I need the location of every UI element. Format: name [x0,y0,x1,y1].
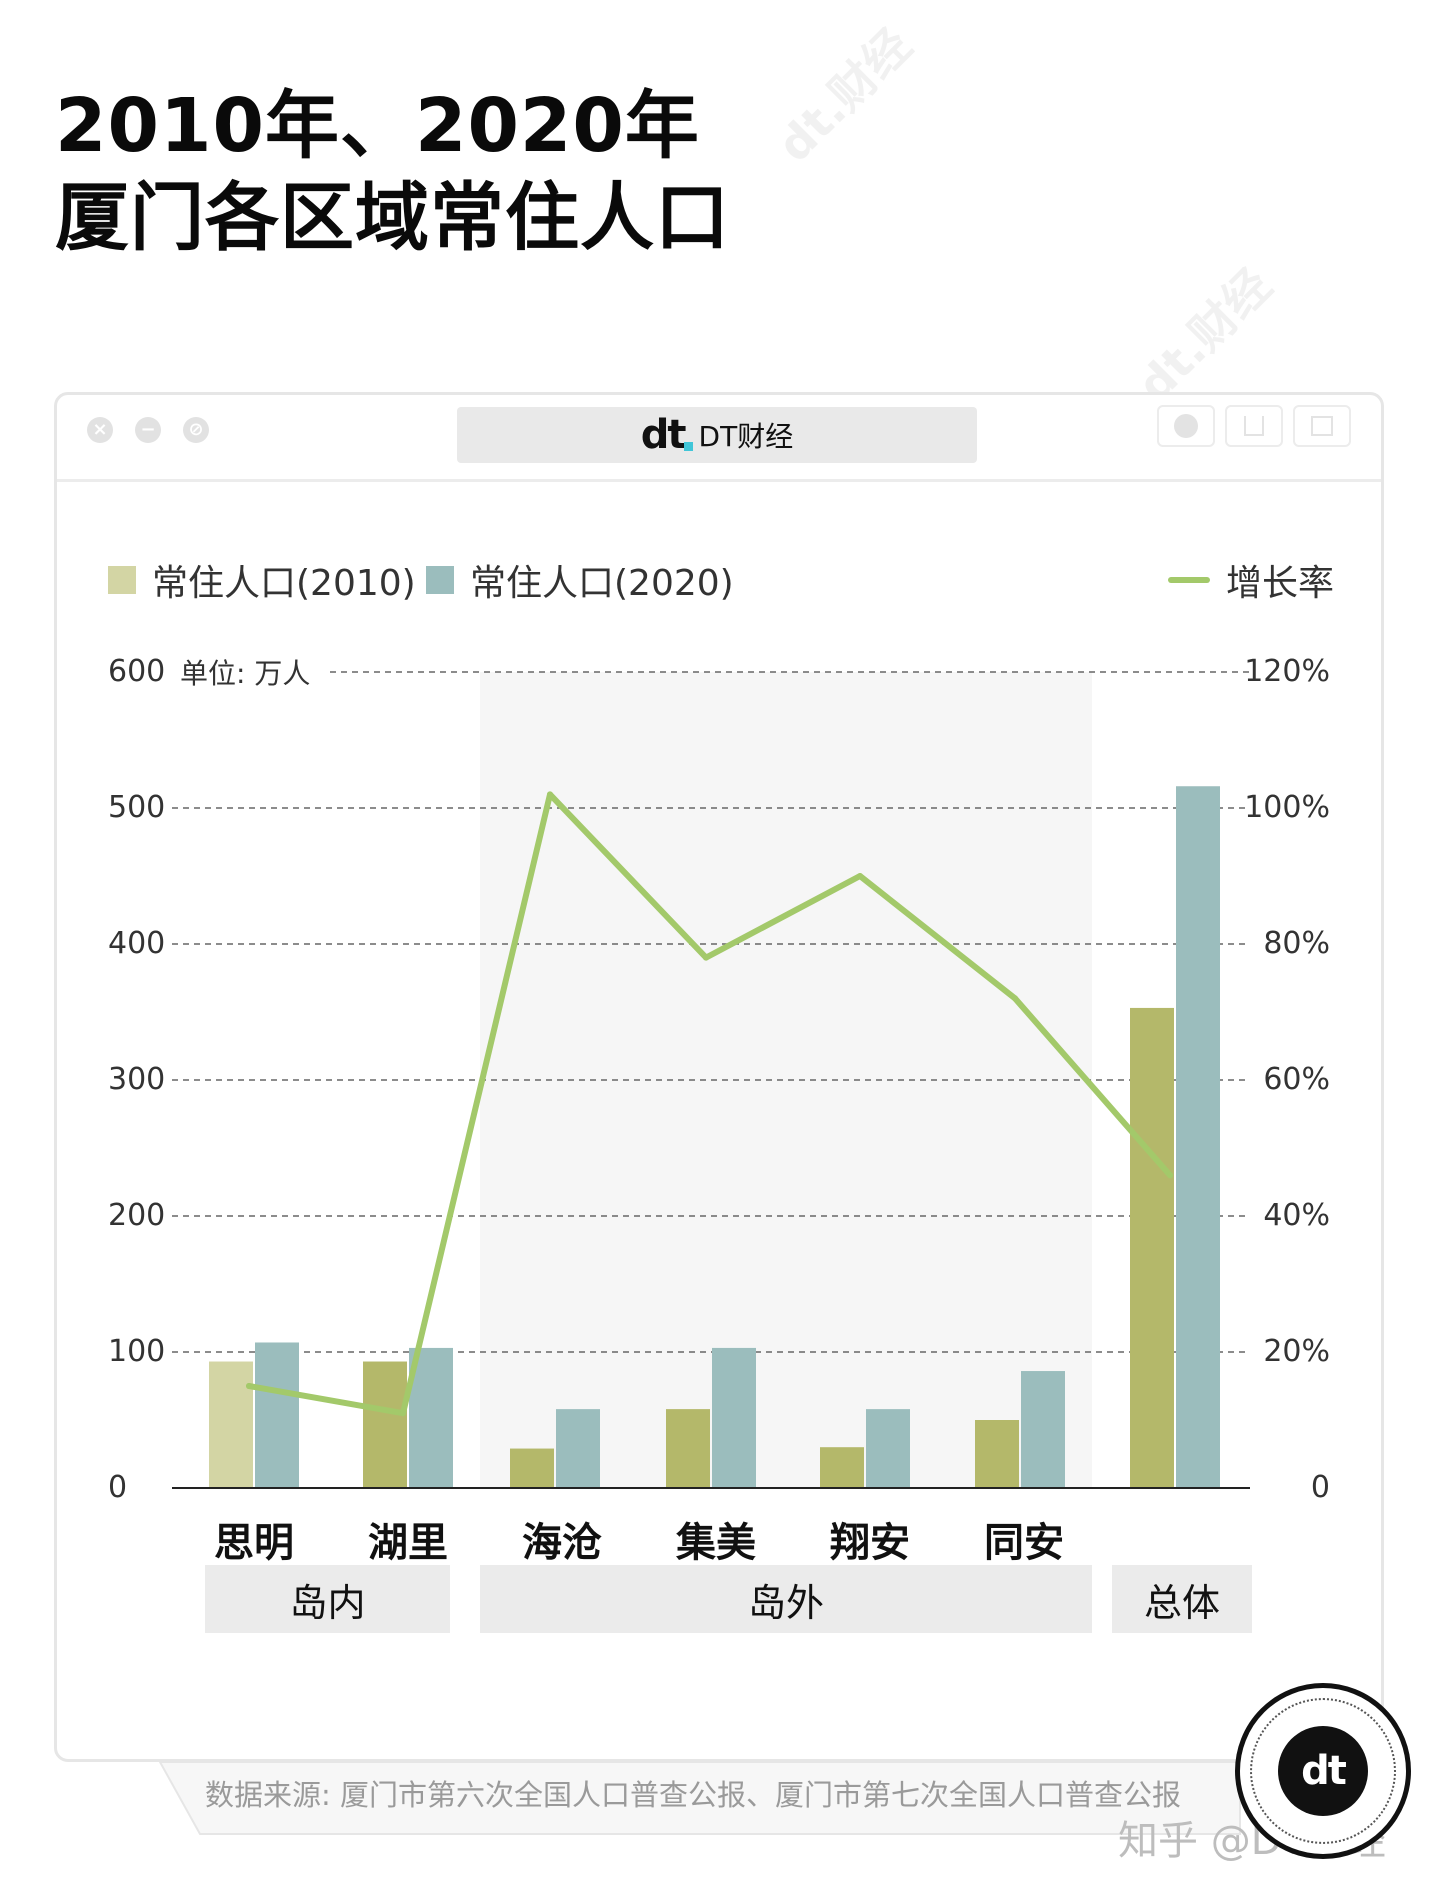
growth-rate-point [246,1383,252,1389]
copy-button[interactable] [1293,405,1351,447]
y-right-tick: 40% [1263,1198,1330,1233]
group-island-inner: 岛内 [205,1565,450,1633]
bar-2010 [975,1420,1019,1488]
bar-2010 [820,1447,864,1488]
bar-2020 [556,1409,600,1488]
share-button[interactable] [1225,405,1283,447]
bar-2020 [255,1342,299,1488]
growth-rate-point [857,873,863,879]
group-total: 总体 [1112,1565,1252,1633]
category-label: 翔安 [830,1520,910,1566]
legend-label-2020: 常住人口(2020) [470,563,734,604]
legend-swatch-rate [1168,577,1210,583]
category-label: 集美 [676,1520,756,1566]
bar-2020 [866,1409,910,1488]
growth-rate-point [547,791,553,798]
close-icon[interactable]: × [87,417,113,443]
legend-swatch-2010 [108,566,136,594]
window-titlebar: × − ⊘ dt DT财经 [57,395,1381,482]
y-left-tick: 100 [108,1334,166,1369]
bar-2020 [712,1347,756,1488]
badge-logo: dt [1278,1726,1368,1816]
legend-swatch-2020 [426,566,454,594]
legend-label-2010: 常住人口(2010) [152,563,416,604]
unit-label: 单位: 万人 [180,657,311,690]
title-line-2: 厦门各区域常住人口 [55,175,730,261]
y-right-tick: 100% [1244,790,1330,825]
block-icon[interactable]: ⊘ [183,417,209,443]
bar-2010 [510,1448,554,1488]
y-left-tick: 500 [108,790,166,825]
y-left-tick: 200 [108,1198,166,1233]
bar-2020 [1176,786,1220,1488]
record-button[interactable] [1157,405,1215,447]
y-right-tick: 20% [1263,1334,1330,1369]
legend-2010: 常住人口(2010) [108,555,416,605]
y-right-tick: 0 [1310,1470,1330,1505]
dt-logo: dt [641,415,693,455]
minimize-icon[interactable]: − [135,417,161,443]
dt-badge: dt [1235,1683,1411,1859]
address-bar[interactable]: dt DT财经 [457,407,977,463]
legend-label-rate: 增长率 [1226,563,1335,604]
bar-2020 [1021,1371,1065,1488]
y-right-tick: 80% [1263,926,1330,961]
category-label: 同安 [984,1520,1064,1566]
category-label: 思明 [214,1520,294,1566]
legend-rate: 增长率 [1168,555,1334,605]
y-left-tick: 400 [108,926,166,961]
y-right-tick: 120% [1244,654,1330,689]
category-label: 海沧 [522,1520,602,1566]
bar-2010 [363,1361,407,1488]
data-source: 数据来源: 厦门市第六次全国人口普查公报、厦门市第七次全国人口普查公报 [205,1778,1181,1812]
growth-rate-point [1167,1172,1173,1179]
page-title: 2010年、2020年 厦门各区域常住人口 [55,80,730,264]
logo-dot [683,442,693,451]
growth-rate-point [400,1410,406,1417]
brand-name: DT财经 [698,420,794,453]
category-label: 湖里 [368,1520,448,1566]
legend-2020: 常住人口(2020) [426,555,734,605]
title-line-1: 2010年、2020年 [55,83,700,169]
bar-2020 [409,1347,453,1488]
y-left-tick: 300 [108,1062,166,1097]
growth-rate-point [1012,995,1018,1002]
y-left-tick: 0 [108,1470,128,1505]
bar-2010 [666,1409,710,1488]
group-island-outer: 岛外 [480,1565,1092,1633]
y-left-tick: 600 [108,654,166,689]
y-right-tick: 60% [1263,1062,1330,1097]
growth-rate-point [703,954,709,961]
bar-2010 [1130,1007,1174,1488]
badge-ring [1250,1698,1396,1844]
bar-2010 [209,1361,253,1488]
